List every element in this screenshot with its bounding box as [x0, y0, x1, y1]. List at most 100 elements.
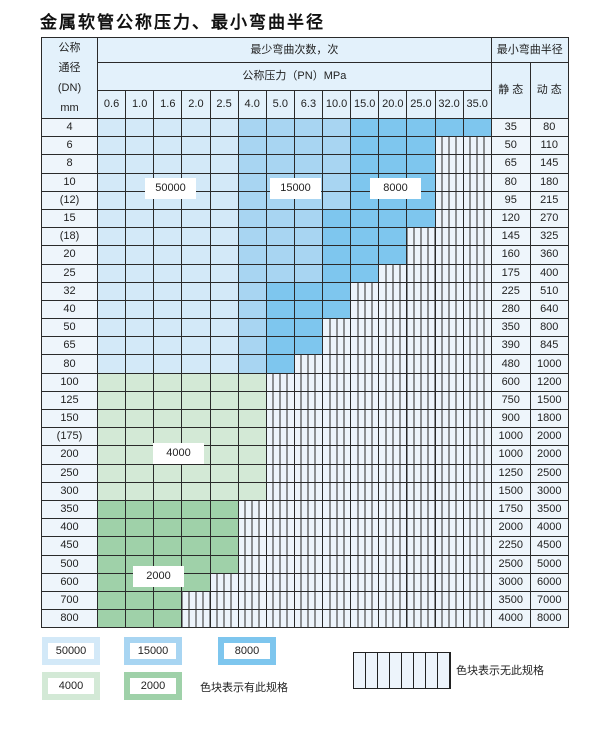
spec-cell-4000: [96, 481, 127, 501]
spec-cell-2000: [209, 536, 239, 556]
static-radius-cell: 350: [490, 318, 531, 338]
spec-cell-4000: [125, 408, 155, 429]
no-spec-cell: [265, 372, 295, 392]
no-spec-cell: [378, 445, 408, 465]
no-spec-cell: [462, 372, 492, 392]
no-spec-cell: [434, 136, 464, 156]
spec-cell-50000: [153, 245, 183, 265]
no-spec-cell: [378, 336, 408, 356]
spec-cell-8000: [293, 336, 324, 356]
spec-cell-8000: [265, 299, 295, 320]
static-radius-cell: 35: [490, 117, 531, 138]
no-spec-cell: [350, 445, 380, 465]
no-spec-cell: [406, 554, 436, 574]
no-spec-cell: [321, 554, 352, 574]
no-spec-cell: [406, 372, 436, 392]
no-spec-cell: [462, 590, 492, 611]
spec-cell-2000: [181, 518, 211, 538]
spec-cell-4000: [181, 372, 211, 392]
no-spec-cell: [321, 481, 352, 501]
spec-cell-8000: [434, 117, 464, 138]
spec-cell-50000: [209, 281, 239, 301]
spec-cell-15000: [237, 227, 267, 247]
no-spec-cell: [462, 554, 492, 574]
dn-header: 公称 通径 (DN) mm: [41, 37, 98, 119]
pressure-column-header: 35.0: [462, 90, 492, 119]
no-spec-cell: [265, 554, 295, 574]
no-spec-cell: [378, 281, 408, 301]
spec-cell-50000: [209, 245, 239, 265]
no-spec-cell: [434, 536, 464, 556]
cycles-header: 最少弯曲次数，次: [97, 37, 492, 63]
no-spec-cell: [350, 518, 380, 538]
legend-8000: 8000: [218, 637, 276, 665]
spec-cell-50000: [125, 208, 155, 229]
spec-cell-8000: [265, 318, 295, 338]
table-row: 100 600 1200: [41, 372, 569, 392]
spec-cell-8000: [350, 245, 380, 265]
spec-cell-8000: [321, 227, 352, 247]
spec-cell-50000: [209, 318, 239, 338]
spec-cell-8000: [378, 227, 408, 247]
no-spec-cell: [378, 590, 408, 611]
no-spec-cell: [293, 445, 324, 465]
spec-cell-50000: [153, 263, 183, 283]
spec-cell-8000: [293, 281, 324, 301]
no-spec-cell: [406, 281, 436, 301]
spec-cell-4000: [125, 463, 155, 483]
spec-cell-2000: [153, 518, 183, 538]
no-spec-cell: [265, 518, 295, 538]
pressure-column-header: 32.0: [434, 90, 464, 119]
table-row: 300 1500 3000: [41, 481, 569, 501]
spec-cell-15000: [293, 263, 324, 283]
no-spec-cell: [434, 227, 464, 247]
spec-cell-50000: [96, 281, 127, 301]
dynamic-radius-cell: 145: [529, 154, 569, 174]
spec-cell-15000: [237, 154, 267, 174]
no-spec-cell: [293, 372, 324, 392]
no-spec-cell: [321, 427, 352, 447]
table-row: 400 2000 4000: [41, 518, 569, 538]
static-radius-cell: 3500: [490, 590, 531, 611]
spec-cell-15000: [321, 190, 352, 210]
static-header: 静 态: [490, 62, 531, 119]
spec-cell-50000: [181, 227, 211, 247]
pressure-column-header: 6.3: [293, 90, 324, 119]
no-spec-cell: [350, 427, 380, 447]
spec-cell-50000: [96, 172, 127, 192]
no-spec-cell: [434, 590, 464, 611]
no-spec-cell: [378, 354, 408, 374]
spec-cell-4000: [209, 408, 239, 429]
pressure-column-header: 20.0: [378, 90, 408, 119]
table-row: 200 1000 2000: [41, 445, 569, 465]
dynamic-radius-cell: 80: [529, 117, 569, 138]
no-spec-cell: [406, 445, 436, 465]
no-spec-cell: [434, 408, 464, 429]
no-spec-cell: [321, 445, 352, 465]
no-spec-cell: [378, 518, 408, 538]
dn-cell: 500: [41, 554, 98, 574]
table-row: (18) 145 325: [41, 227, 569, 247]
spec-cell-8000: [321, 245, 352, 265]
spec-cell-50000: [125, 318, 155, 338]
dn-cell: (12): [41, 190, 98, 210]
spec-cell-8000: [350, 154, 380, 174]
dn-cell: (175): [41, 427, 98, 447]
dynamic-radius-cell: 3500: [529, 499, 569, 520]
table-row: 25 175 400: [41, 263, 569, 283]
dynamic-radius-cell: 2000: [529, 445, 569, 465]
no-spec-cell: [181, 590, 211, 611]
no-spec-cell: [265, 590, 295, 611]
no-spec-cell: [350, 463, 380, 483]
spec-cell-50000: [125, 354, 155, 374]
no-spec-cell: [350, 318, 380, 338]
spec-cell-4000: [181, 463, 211, 483]
no-spec-cell: [434, 154, 464, 174]
spec-cell-15000: [321, 136, 352, 156]
no-spec-cell: [462, 463, 492, 483]
spec-cell-15000: [293, 117, 324, 138]
no-spec-cell: [406, 408, 436, 429]
table-row: (175) 1000 2000: [41, 427, 569, 447]
no-spec-cell: [237, 554, 267, 574]
spec-cell-8000: [350, 227, 380, 247]
